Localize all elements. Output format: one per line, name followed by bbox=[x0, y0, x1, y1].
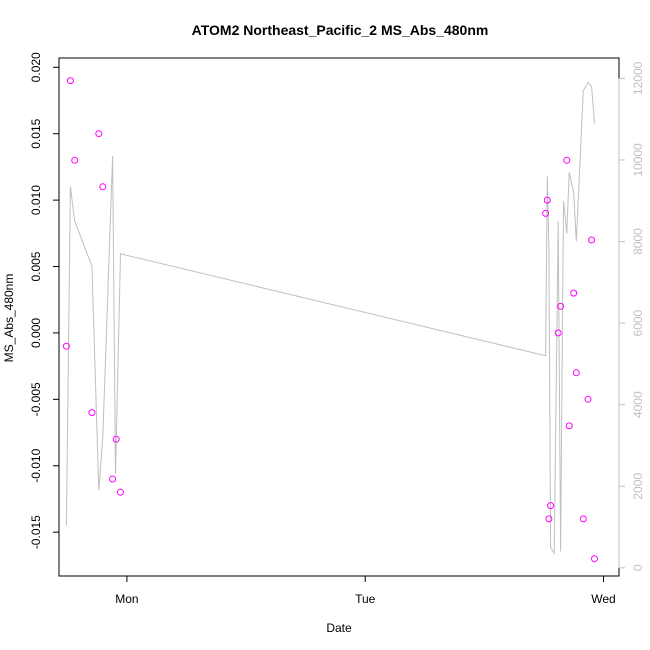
x-axis: Mon Tue Wed bbox=[115, 575, 616, 606]
data-point bbox=[109, 475, 117, 483]
data-point bbox=[95, 130, 103, 138]
y2-tick-label: 10000 bbox=[631, 143, 645, 177]
series-points-group bbox=[62, 77, 598, 563]
x-tick-label: Tue bbox=[355, 592, 376, 606]
data-point bbox=[547, 502, 555, 510]
data-point bbox=[88, 409, 96, 417]
data-point bbox=[542, 209, 550, 217]
data-point bbox=[545, 515, 553, 523]
data-point bbox=[591, 555, 598, 563]
data-point bbox=[565, 422, 573, 430]
y2-tick-label: 0 bbox=[631, 564, 645, 571]
data-point bbox=[584, 395, 592, 403]
x-tick-label: Wed bbox=[591, 592, 615, 606]
data-point bbox=[557, 302, 565, 310]
y-axis-label: MS_Abs_480nm bbox=[2, 274, 16, 363]
data-point bbox=[99, 183, 107, 191]
data-point bbox=[563, 156, 571, 164]
data-point bbox=[579, 515, 587, 523]
y-tick-label: 0.005 bbox=[29, 251, 43, 281]
y2-tick-label: 12000 bbox=[631, 61, 645, 95]
y2-tick-label: 2000 bbox=[631, 473, 645, 500]
data-point bbox=[570, 289, 578, 297]
y2-tick-label: 6000 bbox=[631, 309, 645, 336]
y-tick-label: -0.005 bbox=[29, 382, 43, 416]
y-tick-label: 0.020 bbox=[29, 52, 43, 82]
y2-tick-label: 8000 bbox=[631, 228, 645, 255]
y-tick-label: 0.015 bbox=[29, 118, 43, 148]
series-line bbox=[65, 81, 595, 556]
data-point bbox=[66, 77, 74, 85]
series-line-group bbox=[65, 81, 595, 556]
data-point bbox=[112, 435, 120, 443]
data-point bbox=[588, 236, 596, 244]
chart-title: ATOM2 Northeast_Pacific_2 MS_Abs_480nm bbox=[192, 22, 489, 38]
data-point bbox=[554, 329, 562, 337]
data-point bbox=[117, 488, 124, 496]
y-tick-label: 0.000 bbox=[29, 318, 43, 348]
y-tick-label: -0.015 bbox=[29, 515, 43, 549]
y-tick-label: 0.010 bbox=[29, 185, 43, 215]
data-point bbox=[572, 369, 580, 377]
y2-tick-label: 4000 bbox=[631, 391, 645, 418]
x-tick-label: Mon bbox=[115, 592, 138, 606]
x-axis-label: Date bbox=[326, 621, 352, 635]
data-point bbox=[543, 196, 551, 204]
data-point bbox=[71, 156, 79, 164]
y-axis: -0.015 -0.010 -0.005 0.000 0.005 0.010 0.015 0.… bbox=[29, 52, 60, 549]
secondary-y-axis: 0 2000 4000 6000 8000 10000 12000 bbox=[618, 61, 645, 571]
plot-frame bbox=[58, 57, 620, 577]
data-point bbox=[62, 342, 70, 350]
y-tick-label: -0.010 bbox=[29, 448, 43, 482]
